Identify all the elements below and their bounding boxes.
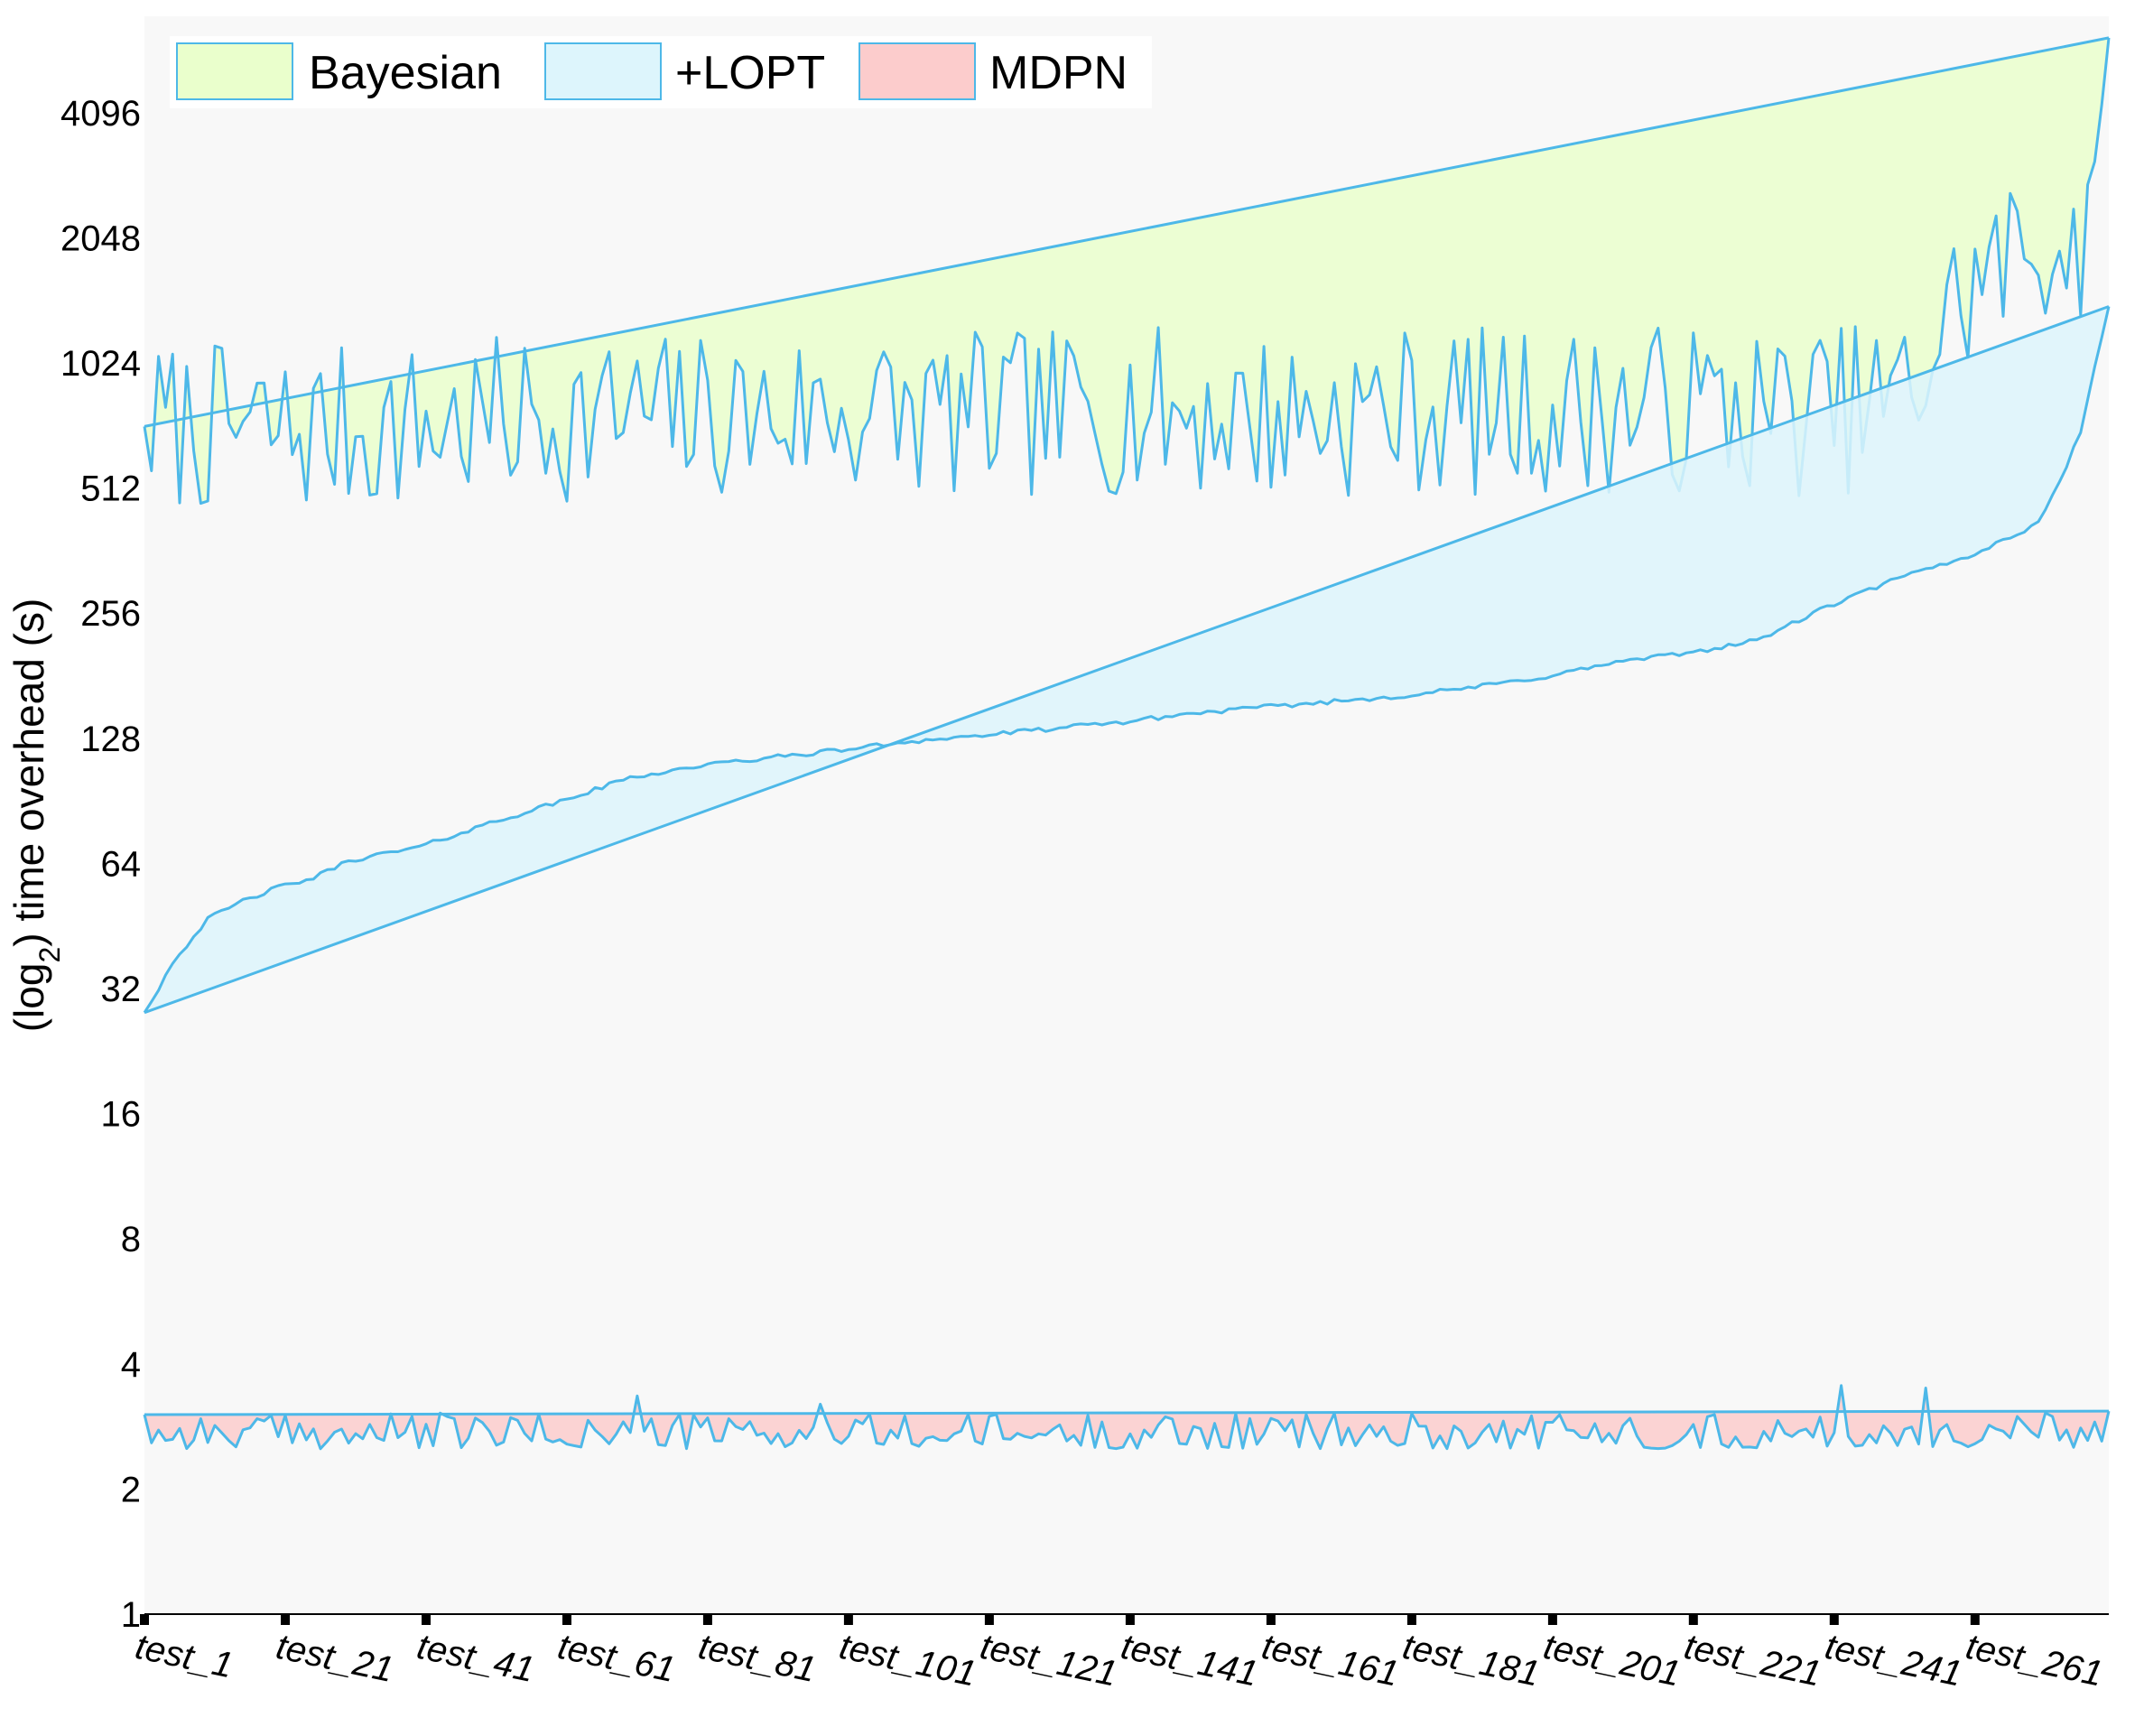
y-tick-label: 4 <box>121 1345 141 1385</box>
legend-swatch-bayesian <box>176 42 293 100</box>
x-tick-label: test_101 <box>836 1627 979 1694</box>
y-tick-label: 8 <box>121 1220 141 1259</box>
x-tick-label: test_21 <box>273 1627 396 1690</box>
y-axis-label: (log2) time overhead (s) <box>5 599 66 1033</box>
y-tick-label: 256 <box>80 594 141 634</box>
boundary-line-mdpn <box>144 1409 2110 1416</box>
x-tick-label: test_261 <box>1963 1627 2106 1694</box>
x-tick-label: test_141 <box>1118 1627 1261 1694</box>
y-tick-label: 16 <box>101 1095 142 1135</box>
y-tick-label: 512 <box>80 469 141 509</box>
x-tick-label: test_181 <box>1399 1627 1543 1694</box>
y-tick-label: 64 <box>101 844 142 884</box>
x-tick-mark <box>702 1614 712 1625</box>
boundary-line-lopt <box>144 305 2110 1015</box>
x-tick-mark <box>1547 1614 1557 1625</box>
series-mdpn <box>143 1384 2111 1451</box>
curve-lopt <box>143 306 2111 1014</box>
x-tick-label: test_221 <box>1681 1627 1824 1694</box>
y-tick-label: 2048 <box>60 218 141 258</box>
x-tick-label: test_81 <box>695 1627 819 1690</box>
x-tick-mark <box>984 1614 994 1625</box>
legend-label-mdpn: MDPN <box>989 47 1128 99</box>
y-tick-label: 128 <box>80 719 141 759</box>
x-tick-mark <box>562 1614 571 1625</box>
x-tick-mark <box>281 1614 290 1625</box>
x-tick-label: test_121 <box>977 1627 1120 1694</box>
x-tick-label: test_161 <box>1258 1627 1402 1694</box>
y-tick-label: 2 <box>121 1470 141 1509</box>
x-tick-mark <box>843 1614 853 1625</box>
y-tick-label: 1024 <box>60 344 141 384</box>
x-tick-mark <box>140 1614 149 1625</box>
series-bayesian <box>143 36 2111 506</box>
x-tick-mark <box>1970 1614 1980 1625</box>
x-tick-mark <box>1406 1614 1416 1625</box>
x-tick-label: test_41 <box>413 1627 537 1690</box>
y-tick-label: 32 <box>101 970 142 1009</box>
y-tick-labels: 1 2 4 8 16 32 64 128 256 512 1024 2048 4096 <box>60 94 141 1635</box>
x-tick-label: test_1 <box>132 1627 237 1686</box>
legend: Bayesian +LOPT MDPN <box>170 36 1152 108</box>
x-tick-mark <box>422 1614 431 1625</box>
legend-swatch-mdpn <box>859 42 976 100</box>
x-tick-mark <box>1688 1614 1698 1625</box>
area-bayesian <box>144 37 2109 504</box>
series-lopt <box>143 305 2111 1015</box>
legend-swatch-lopt <box>544 42 662 100</box>
legend-label-lopt: +LOPT <box>675 47 825 99</box>
y-tick-label: 1 <box>121 1595 141 1635</box>
x-tick-mark <box>1829 1614 1839 1625</box>
x-tick-label: test_241 <box>1822 1627 1965 1694</box>
series-layer <box>143 36 2111 1451</box>
area-mdpn <box>144 1385 2109 1449</box>
x-tick-mark <box>1266 1614 1276 1625</box>
x-tick-mark <box>1125 1614 1135 1625</box>
y-tick-label: 4096 <box>60 94 141 134</box>
curve-bayesian <box>143 37 2111 506</box>
x-tick-labels: test_1 test_21 test_41 test_61 test_81 test_1… <box>132 1614 2106 1694</box>
x-tick-label: test_61 <box>554 1627 678 1690</box>
boundary-line-bayesian <box>144 36 2110 428</box>
curve-mdpn <box>143 1384 2111 1451</box>
legend-label-bayesian: Bayesian <box>309 47 502 99</box>
x-tick-label: test_201 <box>1540 1627 1684 1694</box>
